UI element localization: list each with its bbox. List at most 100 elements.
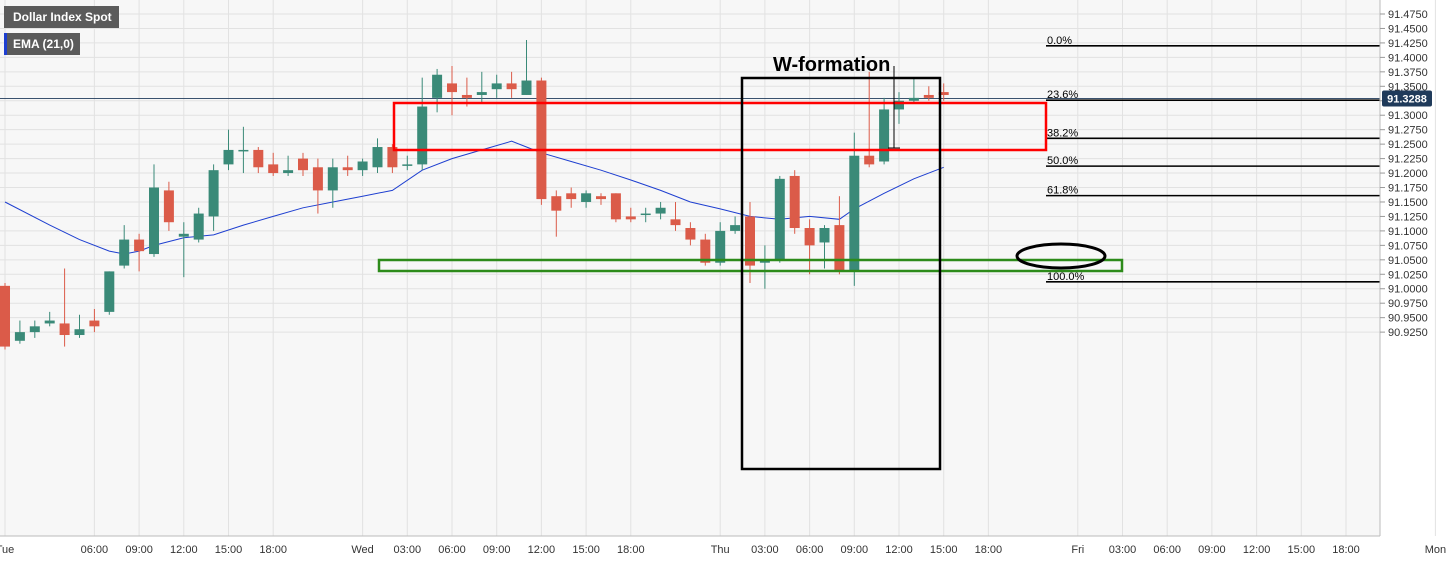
candle-body — [581, 193, 592, 202]
candle-body — [327, 167, 338, 191]
candle-body — [74, 329, 85, 336]
candle-body — [536, 80, 547, 200]
candle-body — [312, 167, 323, 191]
x-tick-label: Fri — [1071, 544, 1084, 556]
fib-level-label: 23.6% — [1047, 89, 1078, 101]
x-tick-label: 03:00 — [751, 544, 779, 556]
y-tick-label: 91.1750 — [1388, 183, 1428, 195]
x-tick-label: 06:00 — [796, 544, 824, 556]
candle-body — [610, 193, 621, 220]
candle-body — [208, 170, 219, 217]
x-tick-label: 03:00 — [394, 544, 422, 556]
candle-body — [223, 149, 234, 165]
indicator-label[interactable]: EMA (21,0) — [4, 33, 80, 55]
symbol-label[interactable]: Dollar Index Spot — [4, 6, 119, 28]
candle-body — [670, 219, 681, 226]
fib-level-label: 61.8% — [1047, 185, 1078, 197]
fib-level-label: 100.0% — [1047, 271, 1085, 283]
candle-body — [44, 320, 55, 324]
candle-body — [298, 158, 308, 171]
candle-body — [387, 147, 398, 168]
y-tick-label: 91.2750 — [1388, 125, 1428, 137]
last-price-value: 91.3288 — [1387, 94, 1427, 106]
candle-body — [283, 170, 294, 174]
candle-body — [447, 83, 457, 93]
y-tick-label: 91.2500 — [1388, 139, 1428, 151]
candle-body — [759, 259, 770, 263]
y-tick-label: 91.0500 — [1388, 255, 1428, 267]
x-tick-label: 09:00 — [1198, 544, 1226, 556]
candle-body — [432, 74, 443, 98]
x-tick-label: Tue — [0, 544, 14, 556]
candle-body — [461, 94, 472, 98]
x-tick-label: 15:00 — [1288, 544, 1316, 556]
candle-body — [923, 94, 934, 98]
x-tick-label: Mon — [1425, 544, 1446, 556]
y-tick-label: 91.2000 — [1388, 168, 1428, 180]
y-tick-label: 91.0250 — [1388, 269, 1428, 281]
candle-body — [938, 92, 949, 95]
y-tick-label: 91.0750 — [1388, 240, 1428, 252]
w-formation-box — [740, 76, 942, 471]
candle-body — [149, 187, 159, 255]
candle-body — [774, 178, 785, 260]
x-tick-label: 09:00 — [483, 544, 511, 556]
candle-body — [745, 216, 755, 266]
x-tick-label: 18:00 — [975, 544, 1003, 556]
y-tick-label: 91.1250 — [1388, 211, 1428, 223]
candle-body — [104, 271, 115, 312]
candle-body — [476, 92, 487, 95]
last-price-tag — [1382, 90, 1432, 107]
candle-body — [29, 326, 40, 333]
candle-body — [864, 155, 875, 165]
candle-body — [357, 161, 368, 171]
x-tick-label: 06:00 — [81, 544, 109, 556]
support-zone-box — [377, 258, 1124, 273]
y-axis-panel — [1380, 0, 1450, 536]
candle-body — [625, 216, 636, 220]
y-axis: 91.4750 91.4500 91.4250 91.4000 91.3750 91.35… — [1380, 9, 1428, 339]
y-tick-label: 91.0000 — [1388, 284, 1428, 296]
candle-body — [402, 164, 413, 166]
x-tick-label: Thu — [711, 544, 730, 556]
y-tick-label: 91.2250 — [1388, 154, 1428, 166]
fib-level-label: 0.0% — [1047, 35, 1072, 47]
candle-body — [834, 225, 845, 272]
candle-body — [268, 164, 279, 174]
candle-body — [596, 196, 606, 200]
resistance-zone-box — [392, 101, 1048, 152]
candle-body — [804, 228, 815, 246]
grid — [0, 0, 1436, 536]
fib-50-highlight-ellipse — [1015, 242, 1107, 270]
y-tick-label: 91.1500 — [1388, 197, 1428, 209]
plot-background — [0, 0, 1380, 536]
candle-body — [417, 106, 428, 165]
candle-body — [894, 100, 904, 110]
x-tick-label: 03:00 — [1109, 544, 1137, 556]
x-tick-label: 09:00 — [125, 544, 153, 556]
x-tick-label: 15:00 — [215, 544, 243, 556]
y-tick-label: 91.3750 — [1388, 67, 1428, 79]
x-tick-label: 12:00 — [528, 544, 556, 556]
candle-body — [640, 213, 651, 216]
y-tick-label: 91.4250 — [1388, 38, 1428, 50]
candle-body — [14, 332, 25, 341]
x-axis: Tue 06:00 09:00 12:00 15:00 18:00 Wed 03:00 06:0… — [0, 544, 1446, 556]
fibonacci-retracement[interactable]: 0.0% 23.6% 38.2% 50.0% 61.8% 100.0% — [1046, 35, 1380, 283]
candle-body — [342, 167, 353, 171]
y-tick-label: 90.9500 — [1388, 313, 1428, 325]
candle-body — [551, 196, 562, 211]
x-tick-label: 06:00 — [438, 544, 466, 556]
x-tick-label: 06:00 — [1153, 544, 1181, 556]
candle-body — [134, 239, 145, 252]
candle-body — [655, 207, 666, 214]
y-tick-label: 90.9750 — [1388, 298, 1428, 310]
candle-body — [163, 190, 174, 223]
candle-body — [59, 323, 70, 336]
candle-body — [89, 320, 100, 327]
candle-body — [566, 193, 577, 200]
candle-body — [0, 285, 10, 347]
candle-body — [491, 83, 502, 90]
candle-body — [715, 230, 726, 263]
